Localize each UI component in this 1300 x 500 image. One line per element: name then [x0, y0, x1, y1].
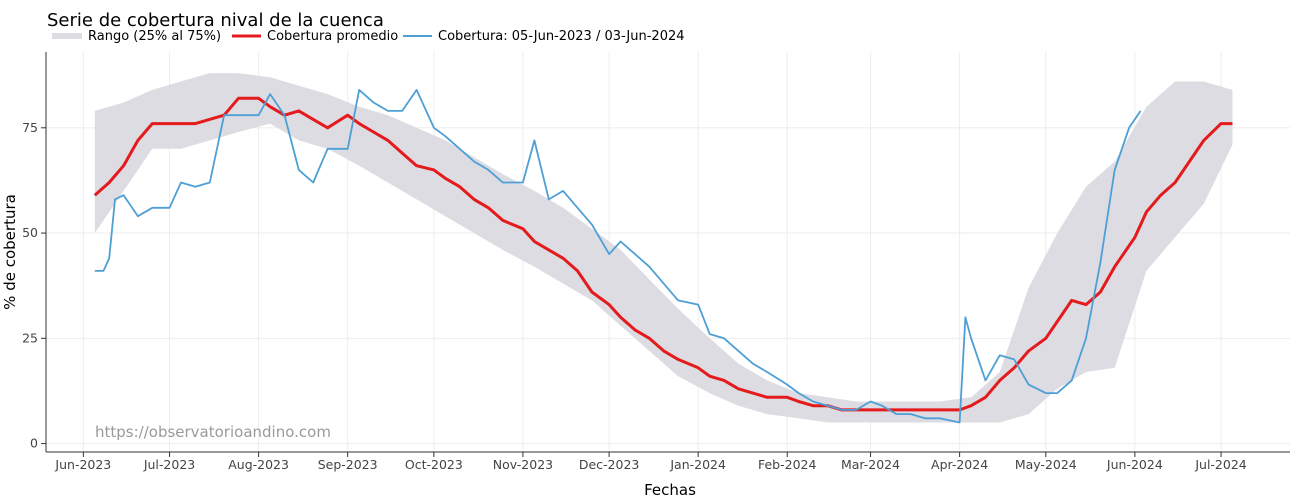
legend-label-mean: Cobertura promedio [267, 29, 398, 44]
series-band-range [94, 73, 1233, 423]
x-tick-label: Oct-2023 [405, 457, 463, 472]
y-axis-title: % de cobertura [1, 194, 19, 310]
series-line-mean [93, 96, 1233, 412]
x-tick-label: May-2024 [1015, 457, 1077, 472]
x-tick-label: Apr-2024 [931, 457, 988, 472]
x-tick-label: Nov-2023 [493, 457, 553, 472]
legend-swatch-range [52, 33, 82, 39]
legend-label-range: Rango (25% al 75%) [88, 29, 221, 44]
y-tick-label: 25 [22, 330, 38, 345]
legend-label-current: Cobertura: 05-Jun-2023 / 03-Jun-2024 [438, 29, 685, 44]
chart-title: Serie de cobertura nival de la cuenca [47, 10, 384, 31]
x-tick-label: Aug-2023 [228, 457, 289, 472]
y-tick-label: 50 [22, 225, 38, 240]
legend: Rango (25% al 75%) Cobertura promedio Co… [52, 29, 685, 44]
x-tick-label: Jun-2023 [54, 457, 111, 472]
plot-area [93, 73, 1233, 424]
x-tick-label: Feb-2024 [758, 457, 817, 472]
x-tick-label: Sep-2023 [318, 457, 378, 472]
y-tick-label: 0 [30, 436, 38, 451]
y-ticks: 0 25 50 75 [22, 120, 46, 451]
x-ticks: Jun-2023 Jul-2023 Aug-2023 Sep-2023 Oct-2023… [54, 452, 1247, 472]
x-tick-label: Jun-2024 [1106, 457, 1163, 472]
x-tick-label: Dec-2023 [579, 457, 640, 472]
x-tick-label: Jan-2024 [669, 457, 726, 472]
y-tick-label: 75 [22, 120, 38, 135]
x-tick-label: Mar-2024 [841, 457, 900, 472]
watermark: https://observatorioandino.com [95, 423, 331, 441]
x-tick-label: Jul-2024 [1194, 457, 1246, 472]
x-axis-title: Fechas [644, 481, 696, 499]
x-tick-label: Jul-2023 [143, 457, 195, 472]
series-line-current [94, 89, 1142, 424]
